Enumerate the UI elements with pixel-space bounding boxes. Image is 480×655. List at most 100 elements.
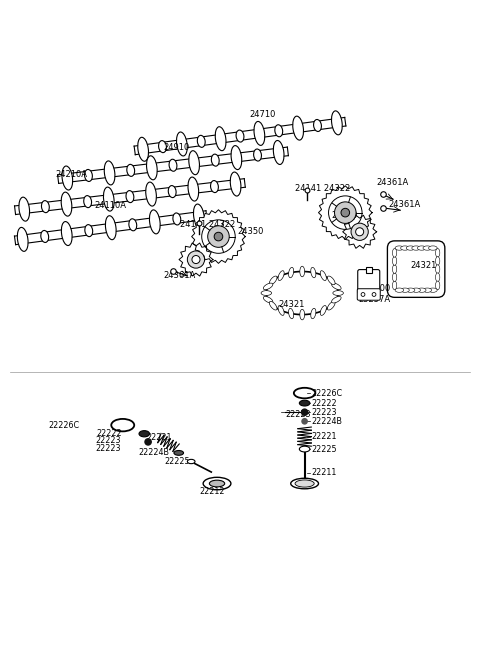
- Text: 24361A: 24361A: [376, 178, 408, 187]
- Ellipse shape: [393, 273, 397, 282]
- Ellipse shape: [230, 172, 241, 196]
- Ellipse shape: [429, 288, 437, 292]
- Ellipse shape: [333, 291, 343, 295]
- Ellipse shape: [401, 288, 409, 292]
- Ellipse shape: [412, 246, 420, 250]
- Ellipse shape: [320, 305, 326, 316]
- Ellipse shape: [269, 276, 277, 285]
- Text: 22226C: 22226C: [48, 421, 80, 430]
- Ellipse shape: [126, 191, 134, 202]
- Ellipse shape: [215, 126, 226, 151]
- Text: 24110A: 24110A: [94, 202, 126, 210]
- Ellipse shape: [393, 281, 397, 290]
- Ellipse shape: [139, 430, 150, 437]
- Circle shape: [144, 438, 152, 445]
- Ellipse shape: [412, 288, 420, 292]
- Ellipse shape: [393, 248, 397, 257]
- Ellipse shape: [300, 309, 305, 320]
- Ellipse shape: [327, 301, 335, 310]
- Text: 24000: 24000: [364, 284, 391, 293]
- Circle shape: [335, 202, 356, 223]
- Ellipse shape: [85, 225, 93, 236]
- Text: 24141 24322: 24141 24322: [180, 220, 235, 229]
- Ellipse shape: [236, 130, 244, 142]
- Text: 22224B: 22224B: [312, 417, 342, 426]
- Ellipse shape: [19, 197, 30, 221]
- Ellipse shape: [300, 446, 310, 452]
- Ellipse shape: [106, 215, 116, 240]
- Ellipse shape: [62, 166, 72, 190]
- Ellipse shape: [41, 200, 49, 213]
- Ellipse shape: [418, 288, 426, 292]
- Ellipse shape: [211, 181, 218, 193]
- Ellipse shape: [278, 305, 284, 316]
- Ellipse shape: [311, 267, 316, 278]
- Ellipse shape: [254, 121, 265, 145]
- Ellipse shape: [203, 477, 231, 490]
- Text: 24910: 24910: [163, 143, 190, 152]
- Polygon shape: [192, 210, 245, 263]
- Polygon shape: [179, 243, 213, 276]
- Text: 22221: 22221: [147, 432, 172, 441]
- Ellipse shape: [435, 248, 440, 257]
- Text: 22221: 22221: [312, 432, 337, 441]
- Text: 24361A: 24361A: [163, 271, 196, 280]
- Ellipse shape: [435, 281, 440, 290]
- Ellipse shape: [138, 138, 148, 161]
- Ellipse shape: [313, 119, 322, 132]
- Ellipse shape: [264, 283, 273, 290]
- Polygon shape: [319, 186, 372, 240]
- Ellipse shape: [169, 159, 177, 171]
- Text: 22222: 22222: [96, 429, 122, 438]
- Ellipse shape: [104, 161, 115, 185]
- Ellipse shape: [300, 266, 305, 277]
- Ellipse shape: [173, 213, 181, 225]
- Text: 24361A: 24361A: [388, 200, 420, 208]
- Ellipse shape: [332, 297, 341, 303]
- Ellipse shape: [84, 196, 92, 208]
- Ellipse shape: [84, 170, 92, 181]
- Circle shape: [356, 228, 364, 236]
- Circle shape: [301, 418, 308, 424]
- Ellipse shape: [269, 301, 277, 310]
- Ellipse shape: [41, 231, 48, 242]
- Ellipse shape: [295, 480, 314, 487]
- Ellipse shape: [61, 192, 72, 216]
- Ellipse shape: [435, 273, 440, 282]
- Circle shape: [301, 408, 309, 416]
- Ellipse shape: [275, 124, 283, 137]
- Ellipse shape: [187, 459, 195, 464]
- Ellipse shape: [393, 265, 397, 273]
- Text: 22226C: 22226C: [312, 388, 342, 398]
- Ellipse shape: [174, 451, 183, 455]
- Ellipse shape: [435, 257, 440, 265]
- Ellipse shape: [146, 182, 156, 206]
- Ellipse shape: [311, 309, 316, 319]
- Ellipse shape: [211, 154, 219, 166]
- Polygon shape: [343, 215, 377, 248]
- Ellipse shape: [291, 478, 319, 489]
- Text: 22223: 22223: [95, 444, 120, 453]
- Ellipse shape: [332, 283, 341, 290]
- Ellipse shape: [418, 246, 426, 250]
- Ellipse shape: [146, 156, 157, 179]
- Text: 25257A: 25257A: [359, 295, 391, 304]
- Ellipse shape: [104, 187, 114, 211]
- Ellipse shape: [406, 246, 415, 250]
- Text: 22223: 22223: [312, 407, 337, 417]
- Circle shape: [214, 233, 223, 241]
- Ellipse shape: [129, 219, 137, 231]
- Text: 24350: 24350: [331, 210, 357, 219]
- Text: 22212: 22212: [200, 487, 225, 496]
- Ellipse shape: [158, 141, 167, 153]
- Text: 22222: 22222: [312, 399, 337, 407]
- Ellipse shape: [188, 177, 199, 201]
- FancyBboxPatch shape: [358, 270, 380, 293]
- Text: 22223: 22223: [95, 436, 120, 445]
- Circle shape: [208, 226, 229, 248]
- Ellipse shape: [149, 210, 160, 234]
- Text: 24321: 24321: [278, 300, 305, 309]
- Circle shape: [361, 293, 365, 297]
- Ellipse shape: [177, 132, 187, 156]
- Ellipse shape: [209, 480, 225, 487]
